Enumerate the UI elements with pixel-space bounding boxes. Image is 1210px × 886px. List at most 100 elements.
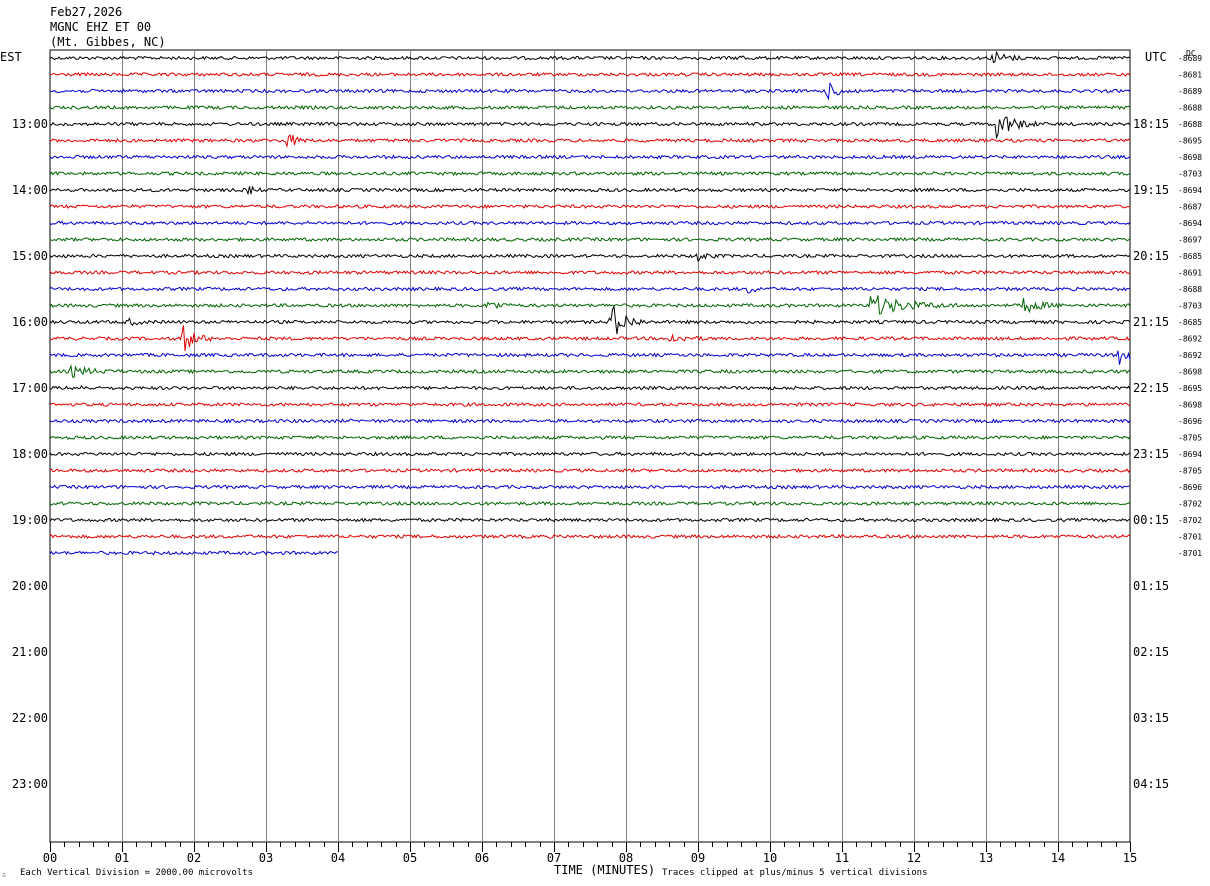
left-hour-label: 23:00 — [12, 777, 48, 791]
trace-line — [49, 350, 1131, 365]
dc-offset-label: -8697 — [1178, 236, 1202, 245]
dc-offset-label: -8703 — [1178, 170, 1202, 179]
x-tick-label: 01 — [115, 851, 129, 865]
right-hour-label: 01:15 — [1133, 579, 1169, 593]
dc-offset-label: -8695 — [1178, 137, 1202, 146]
trace-line — [49, 295, 1131, 315]
right-hour-label: 22:15 — [1133, 381, 1169, 395]
x-tick-label: 14 — [1051, 851, 1065, 865]
dc-offset-label: -8696 — [1178, 483, 1202, 492]
station-code: MGNC EHZ ET 00 — [50, 20, 152, 34]
dc-offset-label: -8681 — [1178, 71, 1202, 80]
right-timezone-label: UTC — [1145, 50, 1167, 64]
dc-offset-label: -8698 — [1178, 153, 1202, 162]
trace-line — [49, 550, 338, 556]
dc-offset-label: -8689 — [1178, 54, 1202, 63]
left-timezone-label: EST — [0, 50, 22, 64]
trace-line — [49, 325, 1131, 352]
trace-line — [49, 252, 1131, 262]
trace-line — [49, 500, 1131, 507]
left-hour-label: 18:00 — [12, 447, 48, 461]
x-tick-label: 13 — [979, 851, 993, 865]
left-hour-label: 15:00 — [12, 249, 48, 263]
dc-offset-label: -8701 — [1178, 549, 1202, 558]
dc-offset-label: -8692 — [1178, 335, 1202, 344]
trace-line — [49, 236, 1131, 243]
dc-offset-label: -8702 — [1178, 500, 1202, 509]
trace-line — [49, 203, 1131, 210]
plot-frame — [49, 49, 1131, 843]
left-hour-label: 13:00 — [12, 117, 48, 131]
x-tick-label: 06 — [475, 851, 489, 865]
dc-offset-label: -8694 — [1178, 219, 1202, 228]
trace-line — [49, 401, 1131, 408]
trace-line — [49, 418, 1131, 424]
trace-line — [49, 364, 1131, 379]
x-axis-title: TIME (MINUTES) — [554, 863, 656, 877]
dc-offset-label: -8695 — [1178, 384, 1202, 393]
trace-line — [49, 517, 1131, 523]
dc-offset-label: -8685 — [1178, 318, 1202, 327]
trace-line — [49, 50, 1131, 64]
left-hour-label: 21:00 — [12, 645, 48, 659]
x-tick-label: 12 — [907, 851, 921, 865]
x-tick-label: 10 — [763, 851, 777, 865]
right-hour-label: 18:15 — [1133, 117, 1169, 131]
trace-line — [49, 533, 1131, 539]
trace-line — [49, 71, 1131, 78]
right-hour-label: 02:15 — [1133, 645, 1169, 659]
trace-line — [49, 269, 1131, 276]
left-hour-label: 19:00 — [12, 513, 48, 527]
dc-offset-label: -8703 — [1178, 302, 1202, 311]
right-hour-label: 19:15 — [1133, 183, 1169, 197]
dc-offset-label: -8696 — [1178, 417, 1202, 426]
x-tick-label: 08 — [619, 851, 633, 865]
trace-line — [49, 434, 1131, 441]
plot-date: Feb27,2026 — [50, 5, 123, 19]
x-tick-label: 15 — [1123, 851, 1137, 865]
dc-offset-label: -8698 — [1178, 368, 1202, 377]
right-hour-label: 21:15 — [1133, 315, 1169, 329]
dc-offset-label: -8701 — [1178, 533, 1202, 542]
dc-offset-label: -8694 — [1178, 186, 1202, 195]
logo-mark: ∴ — [2, 871, 7, 879]
left-hour-label: 20:00 — [12, 579, 48, 593]
x-tick-label: 07 — [547, 851, 561, 865]
dc-offset-label: -8692 — [1178, 351, 1202, 360]
dc-offset-label: -8689 — [1178, 87, 1202, 96]
dc-offset-label: -8688 — [1178, 120, 1202, 129]
dc-offset-label: -8705 — [1178, 467, 1202, 476]
x-tick-label: 04 — [331, 851, 345, 865]
trace-line — [49, 220, 1131, 226]
trace-line — [49, 81, 1131, 101]
x-tick-label: 05 — [403, 851, 417, 865]
trace-line — [49, 384, 1131, 391]
dc-offset-label: -8687 — [1178, 203, 1202, 212]
trace-line — [49, 104, 1131, 111]
left-hour-label: 22:00 — [12, 711, 48, 725]
trace-line — [49, 170, 1131, 177]
x-tick-label: 02 — [187, 851, 201, 865]
trace-line — [49, 116, 1131, 140]
station-location: (Mt. Gibbes, NC) — [50, 35, 166, 49]
left-hour-label: 17:00 — [12, 381, 48, 395]
x-tick-label: 03 — [259, 851, 273, 865]
trace-line — [49, 133, 1131, 149]
scale-note: Each Vertical Division = 2000.00 microvo… — [20, 868, 253, 878]
dc-offset-label: -8705 — [1178, 434, 1202, 443]
dc-offset-label: -8694 — [1178, 450, 1202, 459]
x-tick-label: 11 — [835, 851, 849, 865]
right-hour-label: 00:15 — [1133, 513, 1169, 527]
left-hour-label: 16:00 — [12, 315, 48, 329]
trace-line — [49, 185, 1131, 196]
clip-note: Traces clipped at plus/minus 5 vertical … — [662, 868, 928, 878]
right-hour-label: 03:15 — [1133, 711, 1169, 725]
trace-line — [49, 484, 1131, 490]
dc-offset-label: -8702 — [1178, 516, 1202, 525]
right-hour-label: 04:15 — [1133, 777, 1169, 791]
x-tick-label: 00 — [43, 851, 57, 865]
dc-offset-label: -8685 — [1178, 252, 1202, 261]
trace-line — [49, 451, 1131, 457]
dc-offset-label: -8698 — [1178, 401, 1202, 410]
